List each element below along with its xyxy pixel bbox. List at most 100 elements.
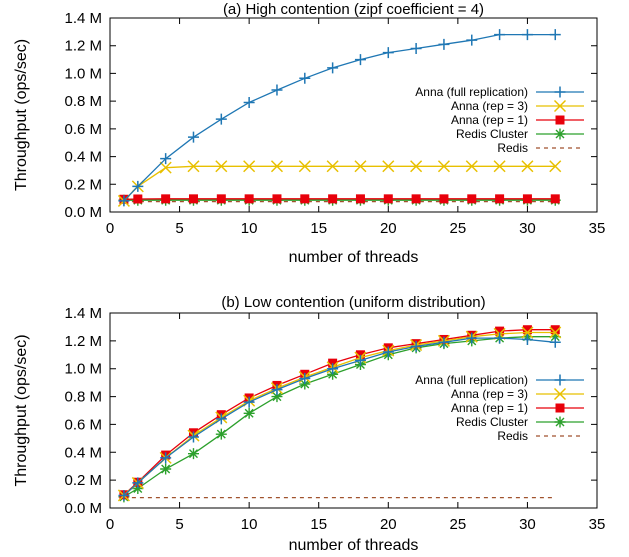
data-point: [495, 194, 505, 204]
data-point: [354, 160, 367, 173]
legend-marker: [554, 416, 566, 428]
data-point: [465, 160, 478, 173]
data-point: [354, 54, 366, 66]
y-tick-label: 1.4 M: [64, 305, 102, 322]
data-point: [243, 160, 256, 173]
legend-marker: [553, 99, 567, 113]
data-point: [327, 62, 339, 74]
data-point: [118, 195, 130, 207]
data-point: [118, 489, 130, 501]
legend-marker: [555, 403, 565, 413]
data-point: [549, 29, 561, 41]
data-point: [521, 160, 534, 173]
data-point: [549, 160, 562, 173]
data-point: [160, 153, 172, 165]
series-line: [123, 198, 556, 200]
data-point: [521, 326, 534, 339]
x-tick-label: 15: [310, 516, 327, 533]
legend-label: Anna (rep = 1): [451, 401, 528, 415]
series-1: [118, 29, 561, 207]
data-point: [327, 363, 339, 375]
x-tick-label: 25: [450, 516, 467, 533]
data-point: [270, 160, 284, 173]
chart-title: (a) High contention (zipf coefficient = …: [223, 1, 484, 18]
y-tick-label: 0.0 M: [64, 204, 102, 221]
y-tick-label: 0.2 M: [64, 176, 102, 193]
x-tick-label: 10: [241, 220, 258, 237]
series-1: [118, 332, 561, 501]
legend-label: Anna (rep = 1): [451, 113, 528, 127]
data-point: [243, 407, 255, 419]
data-point: [243, 396, 255, 408]
data-point: [549, 336, 561, 348]
legend-label: Redis Cluster: [456, 415, 528, 429]
data-point: [271, 84, 283, 96]
legend-label: Redis: [497, 141, 528, 155]
y-tick-label: 0.6 M: [64, 416, 102, 433]
data-point: [410, 42, 422, 54]
y-axis-label: Throughput (ops/sec): [13, 39, 30, 191]
data-point: [132, 477, 144, 489]
data-point: [326, 160, 339, 173]
x-tick-label: 30: [519, 220, 536, 237]
data-point: [494, 29, 506, 41]
y-tick-label: 0.4 M: [64, 444, 102, 461]
data-point: [327, 368, 339, 380]
data-point: [410, 340, 422, 352]
data-point: [355, 194, 365, 204]
chart-high-contention: (a) High contention (zipf coefficient = …: [13, 1, 605, 266]
data-point: [132, 483, 144, 494]
x-tick-label: 10: [241, 516, 258, 533]
legend-marker: [553, 387, 567, 401]
data-point: [272, 194, 282, 204]
y-tick-label: 1.4 M: [64, 10, 102, 27]
data-point: [467, 194, 477, 204]
chart-low-contention: (b) Low contention (uniform distribution…: [13, 294, 605, 554]
data-point: [299, 72, 311, 84]
data-point: [244, 194, 254, 204]
data-point: [522, 325, 532, 335]
data-point: [550, 325, 560, 335]
data-point: [439, 194, 449, 204]
legend-marker: [555, 115, 565, 125]
legend-marker: [554, 374, 566, 386]
legend-label: Anna (rep = 3): [451, 387, 528, 401]
y-tick-label: 0.4 M: [64, 149, 102, 166]
data-point: [328, 194, 338, 204]
legend-marker: [554, 86, 566, 98]
data-point: [521, 29, 533, 41]
y-tick-label: 1.0 M: [64, 361, 102, 378]
data-point: [187, 448, 199, 460]
legend-label: Redis Cluster: [456, 127, 528, 141]
x-tick-label: 0: [106, 220, 114, 237]
data-point: [438, 38, 450, 50]
data-point: [133, 194, 143, 204]
data-point: [438, 336, 450, 348]
y-axis-label: Throughput (ops/sec): [13, 334, 30, 486]
y-tick-label: 0.6 M: [64, 121, 102, 138]
x-tick-label: 20: [380, 516, 397, 533]
data-point: [411, 194, 421, 204]
y-tick-label: 0.8 M: [64, 389, 102, 406]
data-point: [495, 326, 505, 336]
data-point: [522, 194, 532, 204]
data-point: [161, 194, 171, 204]
data-point: [188, 194, 198, 204]
x-tick-label: 15: [310, 220, 327, 237]
data-point: [243, 97, 255, 109]
data-point: [410, 160, 423, 173]
x-tick-label: 5: [175, 220, 183, 237]
data-point: [300, 194, 310, 204]
y-tick-label: 0.8 M: [64, 93, 102, 110]
data-point: [355, 350, 365, 360]
legend: Anna (full replication)Anna (rep = 3)Ann…: [415, 373, 584, 443]
data-point: [215, 160, 228, 173]
legend-marker: [554, 128, 566, 140]
data-point: [271, 384, 283, 396]
legend-label: Anna (rep = 3): [451, 99, 528, 113]
x-axis-label: number of threads: [289, 249, 419, 266]
data-point: [466, 332, 478, 344]
data-point: [383, 194, 393, 204]
data-point: [382, 346, 394, 358]
plot-frame: [109, 312, 598, 509]
